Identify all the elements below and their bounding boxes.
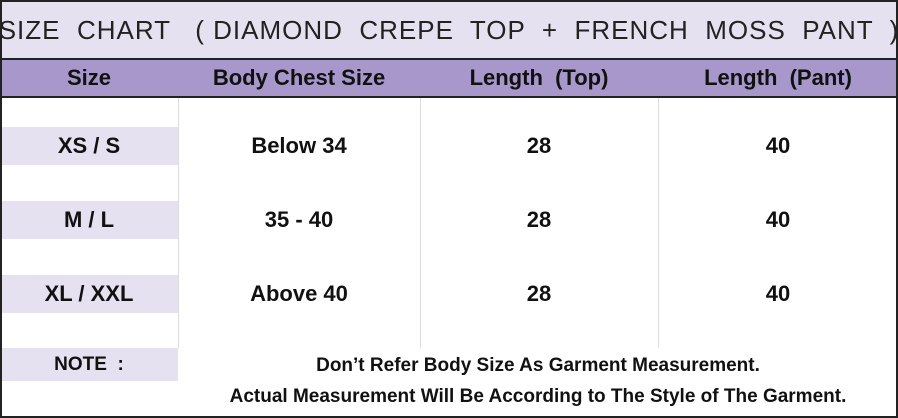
note-text: Actual Measurement Will Be According to … bbox=[229, 385, 847, 407]
column-header: Body Chest Size bbox=[178, 60, 420, 98]
table-cell: 40 bbox=[765, 207, 791, 232]
table-cell: 40 bbox=[765, 133, 791, 158]
note-label: NOTE : bbox=[0, 348, 178, 381]
column-header: Length (Pant) bbox=[658, 60, 898, 98]
table-cell: 28 bbox=[526, 207, 552, 232]
column-header: Length (Top) bbox=[420, 60, 658, 98]
size-label: M / L bbox=[0, 201, 178, 239]
size-label: XL / XXL bbox=[0, 275, 178, 313]
size-label: XS / S bbox=[0, 127, 178, 165]
table-cell: 28 bbox=[526, 133, 552, 158]
table-cell: 40 bbox=[765, 281, 791, 306]
chart-title: SIZE CHART ( DIAMOND CREPE TOP + FRENCH … bbox=[0, 0, 898, 60]
column-divider bbox=[178, 98, 179, 348]
table-cell: 28 bbox=[526, 281, 552, 306]
column-header: Size bbox=[0, 60, 178, 98]
table-cell: 35 - 40 bbox=[264, 207, 334, 232]
table-cell: Above 40 bbox=[250, 281, 348, 306]
table-cell: Below 34 bbox=[251, 133, 347, 158]
note-text: Don’t Refer Body Size As Garment Measure… bbox=[316, 354, 760, 376]
column-divider bbox=[420, 98, 421, 348]
column-divider bbox=[658, 98, 659, 348]
